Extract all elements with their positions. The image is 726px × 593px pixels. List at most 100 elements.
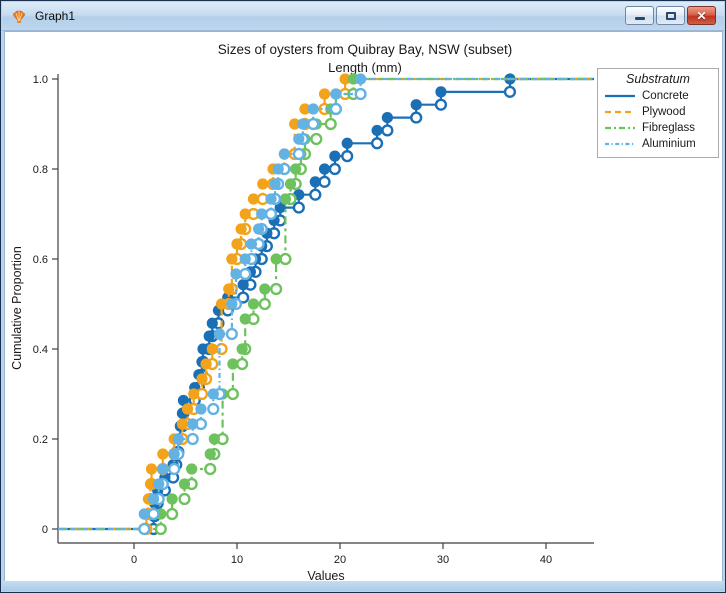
marker-filled-aluminium bbox=[157, 463, 169, 475]
marker-filled-concrete bbox=[410, 99, 422, 111]
marker-open-concrete bbox=[503, 85, 517, 98]
marker-open-concrete bbox=[309, 188, 322, 201]
marker-open-aluminium bbox=[264, 207, 278, 221]
marker-filled-plywood bbox=[257, 178, 269, 190]
marker-filled-fibreglass bbox=[166, 493, 178, 505]
marker-filled-plywood bbox=[226, 253, 238, 265]
chart-client-area: Sizes of oysters from Quibray Bay, NSW (… bbox=[4, 31, 723, 582]
marker-open-concrete bbox=[237, 291, 250, 304]
minimize-icon bbox=[634, 17, 645, 20]
chart-subtitle: Length (mm) bbox=[328, 60, 402, 75]
marker-filled-aluminium bbox=[269, 178, 281, 190]
marker-open-fibreglass bbox=[154, 522, 167, 536]
marker-open-aluminium bbox=[168, 462, 181, 476]
window-controls: ✕ bbox=[625, 6, 716, 25]
marker-filled-concrete bbox=[177, 394, 190, 407]
marker-filled-concrete bbox=[197, 343, 209, 355]
marker-open-concrete bbox=[341, 150, 354, 163]
marker-filled-plywood bbox=[157, 448, 169, 460]
series-path-concrete bbox=[58, 77, 594, 531]
legend-label: Fibreglass bbox=[642, 122, 696, 134]
marker-open-fibreglass bbox=[324, 117, 337, 131]
close-button[interactable]: ✕ bbox=[687, 6, 716, 25]
marker-filled-plywood bbox=[206, 343, 218, 355]
marker-filled-concrete bbox=[203, 330, 215, 342]
marker-filled-concrete bbox=[237, 279, 249, 291]
marker-filled-plywood bbox=[144, 478, 157, 490]
marker-filled-aluminium bbox=[207, 388, 219, 400]
marker-filled-aluminium bbox=[245, 238, 258, 250]
marker-open-fibreglass bbox=[226, 387, 239, 401]
legend-label: Aluminium bbox=[642, 138, 696, 150]
minimize-button[interactable] bbox=[625, 6, 654, 25]
marker-filled-concrete bbox=[381, 111, 393, 124]
y-tick-label: 0.4 bbox=[33, 344, 48, 356]
x-tick-label: 30 bbox=[437, 554, 449, 566]
marker-filled-aluminium bbox=[168, 448, 180, 460]
legend-line-sample bbox=[605, 126, 635, 130]
marker-filled-plywood bbox=[223, 283, 235, 295]
marker-filled-aluminium bbox=[278, 148, 290, 160]
legend-entry-fibreglass: Fibreglass bbox=[604, 120, 712, 136]
marker-filled-plywood bbox=[299, 103, 311, 115]
maximize-button[interactable] bbox=[656, 6, 685, 25]
marker-open-aluminium bbox=[147, 507, 160, 521]
marker-open-aluminium bbox=[329, 102, 342, 116]
marker-filled-concrete bbox=[318, 163, 331, 175]
y-tick-label: 0.6 bbox=[33, 254, 48, 266]
marker-open-aluminium bbox=[186, 432, 199, 446]
legend: Substratum Concrete Plywood Fibreglass Alum… bbox=[597, 68, 719, 158]
marker-filled-aluminium bbox=[172, 433, 184, 445]
marker-filled-plywood bbox=[145, 463, 158, 475]
x-tick-label: 40 bbox=[540, 554, 552, 566]
marker-open-concrete bbox=[318, 175, 331, 188]
x-tick-label: 0 bbox=[131, 554, 137, 566]
marker-filled-aluminium bbox=[256, 208, 268, 220]
marker-filled-aluminium bbox=[138, 508, 150, 520]
legend-entry-aluminium: Aluminium bbox=[604, 136, 712, 152]
marker-open-fibreglass bbox=[166, 507, 179, 521]
marker-open-fibreglass bbox=[258, 297, 271, 311]
marker-filled-aluminium bbox=[187, 418, 199, 430]
legend-entry-concrete: Concrete bbox=[604, 88, 712, 104]
legend-line-sample bbox=[605, 94, 635, 98]
y-tick-label: 1.0 bbox=[33, 74, 48, 86]
marker-filled-fibreglass bbox=[227, 358, 239, 370]
legend-label: Plywood bbox=[642, 106, 686, 118]
app-shell-icon bbox=[13, 10, 25, 23]
marker-filled-plywood bbox=[181, 403, 194, 415]
marker-filled-plywood bbox=[235, 223, 247, 235]
y-axis-label: Cumulative Proportion bbox=[10, 246, 24, 370]
marker-filled-aluminium bbox=[293, 133, 305, 145]
marker-filled-aluminium bbox=[297, 118, 309, 130]
titlebar[interactable]: Graph1 ✕ bbox=[2, 2, 724, 31]
marker-filled-fibreglass bbox=[204, 448, 216, 460]
window-bottom-border bbox=[2, 581, 724, 591]
marker-filled-fibreglass bbox=[279, 193, 292, 205]
marker-open-concrete bbox=[381, 124, 394, 137]
marker-filled-aluminium bbox=[355, 73, 367, 85]
marker-open-fibreglass bbox=[270, 282, 283, 296]
marker-filled-plywood bbox=[231, 238, 243, 250]
window-title: Graph1 bbox=[35, 9, 76, 23]
marker-filled-aluminium bbox=[213, 328, 226, 340]
marker-open-fibreglass bbox=[310, 132, 323, 146]
x-tick-label: 20 bbox=[334, 554, 346, 566]
legend-label: Concrete bbox=[642, 90, 689, 102]
marker-open-aluminium bbox=[239, 267, 252, 281]
maximize-icon bbox=[665, 11, 676, 20]
marker-filled-aluminium bbox=[153, 478, 165, 490]
marker-filled-fibreglass bbox=[186, 463, 198, 475]
series-path-fibreglass bbox=[58, 77, 594, 531]
marker-filled-plywood bbox=[196, 373, 208, 385]
x-axis-label: Values bbox=[307, 569, 344, 581]
marker-open-aluminium bbox=[225, 327, 238, 341]
marker-open-aluminium bbox=[354, 87, 367, 101]
marker-filled-plywood bbox=[215, 298, 228, 310]
marker-filled-aluminium bbox=[230, 268, 242, 280]
marker-filled-fibreglass bbox=[236, 343, 248, 355]
marker-open-fibreglass bbox=[204, 462, 217, 476]
marker-filled-fibreglass bbox=[178, 478, 191, 490]
marker-filled-aluminium bbox=[265, 193, 277, 205]
